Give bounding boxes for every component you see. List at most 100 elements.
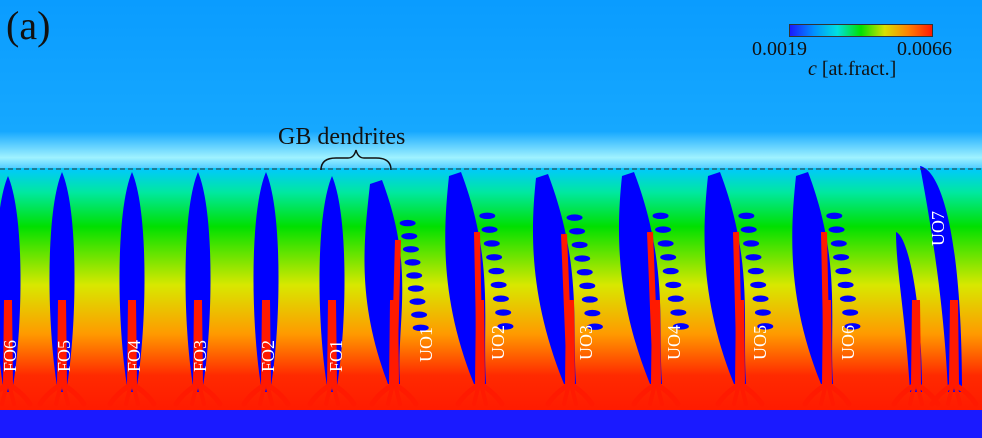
colorbar-symbol: c: [808, 58, 817, 80]
uo-dendrite-4-root-mid-right: [656, 386, 664, 406]
fo-dendrite-6-core: [3, 300, 13, 384]
uo-dendrite-1-side-branch: [409, 298, 426, 305]
uo-dendrite-3-root-mid-left: [562, 386, 570, 406]
fo-dendrite-1-root-left: [307, 381, 335, 407]
uo-dendrite-7-secondary-core: [911, 300, 921, 384]
uo-dendrite-1-root-mid-right: [394, 386, 402, 406]
uo-dendrite-6-side-branch: [835, 267, 852, 275]
uo-dendrite-1-side-branch: [401, 232, 418, 240]
uo-dendrite-6-side-branch: [837, 281, 854, 289]
uo-dendrite-6-side-branch: [830, 240, 847, 247]
uo-dendrite-3-root-right: [567, 381, 595, 407]
uo-dendrite-4-side-branch: [667, 295, 684, 302]
fo-dendrite-2-root-mid-right: [266, 386, 274, 406]
uo-dendrite-6-side-branch: [833, 254, 850, 261]
uo-dendrite-2-root-left: [455, 381, 483, 407]
uo-dendrite-2-side-branch: [479, 212, 496, 220]
uo-dendrite-3-side-branch: [576, 268, 593, 276]
uo-dendrite-2-side-branch: [490, 281, 507, 289]
uo-dendrite-6-side-branch: [842, 309, 859, 316]
uo-dendrite-3-core: [565, 300, 575, 384]
fo-dendrite-5-core: [57, 300, 67, 384]
gb-dendrites-label: GB dendrites: [278, 124, 406, 150]
uo-dendrite-3-side-branch: [586, 323, 603, 330]
uo-dendrite-3-side-branch: [579, 282, 596, 290]
fo-dendrite-2-root-left: [241, 381, 269, 407]
uo-dendrite-4-side-branch: [670, 309, 687, 316]
uo-dendrite-4-side-branch: [672, 323, 689, 330]
dendrite-label-uo4: UO4: [664, 325, 684, 360]
uo-dendrite-5-side-branch: [745, 254, 762, 261]
uo-dendrite-3-side-branch: [584, 309, 601, 317]
uo-dendrite-1-side-branch: [412, 324, 429, 332]
fo-dendrite-2-root-right: [263, 381, 291, 407]
panel-label: (a): [6, 3, 51, 48]
colorbar-caption: c [at.fract.]: [808, 58, 896, 81]
dendrite-label-fo5: FO5: [54, 340, 74, 372]
uo-dendrite-1-side-branch: [411, 311, 428, 318]
uo-dendrite-3-root-left: [545, 381, 573, 407]
uo-dendrite-5-side-branch: [747, 267, 764, 275]
dendrite-label-uo3: UO3: [576, 325, 596, 360]
uo-dendrite-1-side-branch: [402, 246, 419, 253]
uo-dendrite-1-root-right: [391, 381, 419, 407]
fo-dendrite-6-root-mid-left: [0, 386, 8, 406]
fo-dendrite-1-root-mid-left: [324, 386, 332, 406]
uo-dendrite-5-side-branch: [743, 240, 760, 247]
uo-dendrite-6-core: [822, 300, 832, 384]
uo-dendrite-4-root-right: [653, 381, 681, 407]
uo-dendrite-4-side-branch: [665, 281, 682, 289]
uo-dendrite-7-root-mid-right: [954, 386, 962, 406]
dendrite-label-uo6: UO6: [838, 325, 858, 360]
uo-dendrite-2-core: [475, 300, 485, 384]
uo-dendrite-6-side-branch: [839, 295, 856, 302]
dendrite-label-uo7: UO7: [928, 211, 948, 246]
fo-dendrite-3-core: [193, 300, 203, 384]
uo-dendrite-3-side-branch: [581, 296, 598, 303]
fo-dendrite-1-root-right: [329, 381, 357, 407]
uo-dendrite-3-side-branch: [569, 228, 586, 235]
uo-dendrite-2-root-mid-right: [480, 386, 488, 406]
dendrite-label-group: FO6 FO5 FO4 FO3 FO2 FO1 UO1 UO2 UO3 UO4 UO5 UO6 UO7: [0, 211, 948, 372]
uo-dendrite-1-root-mid-left: [386, 386, 394, 406]
fo-dendrite-3-root-right: [195, 381, 223, 407]
uo-dendrite-6-root-mid-left: [819, 386, 827, 406]
colorbar-max-label: 0.0066: [897, 38, 952, 60]
uo-dendrite-5-side-branch: [740, 226, 757, 233]
uo-dendrite-2-side-branch: [492, 295, 509, 302]
uo-dendrite-7-root-right: [951, 381, 979, 407]
colorbar: [789, 24, 933, 37]
uo-dendrite-2-side-branch: [486, 254, 503, 261]
fo-dendrite-1: [319, 176, 345, 392]
uo-dendrite-7-secondary-root-mid-left: [908, 386, 916, 406]
fo-dendrite-4-core: [127, 300, 137, 384]
uo-dendrite-6-side-branch: [844, 323, 861, 330]
dendrite-label-fo4: FO4: [124, 340, 144, 372]
uo-dendrite-6-root-right: [824, 381, 852, 407]
uo-dendrite-5-side-branch: [754, 309, 771, 316]
uo-dendrite-5-side-branch: [752, 295, 769, 302]
uo-dendrite-2-side-branch: [488, 267, 505, 275]
uo-dendrite-4-side-branch: [652, 212, 669, 220]
dendrite-label-uo5: UO5: [750, 325, 770, 360]
bottom-solid-band: [0, 410, 982, 438]
uo-dendrite-1-side-branch: [399, 219, 416, 227]
uo-dendrite-5-side-branch: [738, 212, 755, 220]
uo-dendrite-1-side-branch: [404, 259, 421, 266]
dendrite-label-fo6: FO6: [0, 340, 20, 372]
uo-dendrite-2-root-mid-left: [472, 386, 480, 406]
uo-dendrite-5-root-right: [737, 381, 765, 407]
uo-dendrite-4-side-branch: [657, 240, 674, 247]
uo-dendrite-1-root-left: [369, 381, 397, 407]
uo-dendrite-5-core: [735, 300, 745, 384]
uo-dendrite-2-side-branch: [495, 309, 512, 316]
dendrite-label-uo2: UO2: [488, 325, 508, 360]
fo-dendrite-6-root-mid-right: [8, 386, 16, 406]
uo-dendrite-3-side-branch: [574, 255, 591, 262]
uo-dendrite-3-root-mid-right: [570, 386, 578, 406]
uo-dendrite-5-root-mid-left: [732, 386, 740, 406]
uo-dendrite-7-secondary-root-left: [891, 381, 919, 407]
fo-dendrite-4-root-left: [107, 381, 135, 407]
uo-dendrite-7-root-left: [929, 381, 957, 407]
